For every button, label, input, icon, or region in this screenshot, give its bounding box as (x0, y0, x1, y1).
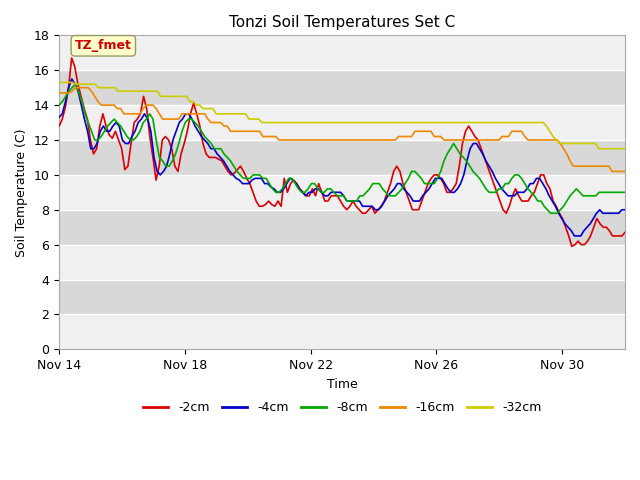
Bar (59, 314, 625, 349)
X-axis label: Time: Time (326, 378, 358, 391)
Bar (59, 210, 625, 245)
Y-axis label: Soil Temperature (C): Soil Temperature (C) (15, 128, 28, 257)
Bar (59, 70, 625, 105)
Bar (59, 245, 625, 279)
Bar (59, 279, 625, 314)
Bar (59, 105, 625, 140)
Bar (59, 140, 625, 175)
Text: TZ_fmet: TZ_fmet (75, 39, 132, 52)
Bar (59, 36, 625, 70)
Legend: -2cm, -4cm, -8cm, -16cm, -32cm: -2cm, -4cm, -8cm, -16cm, -32cm (138, 396, 547, 420)
Title: Tonzi Soil Temperatures Set C: Tonzi Soil Temperatures Set C (229, 15, 455, 30)
Bar (59, 175, 625, 210)
